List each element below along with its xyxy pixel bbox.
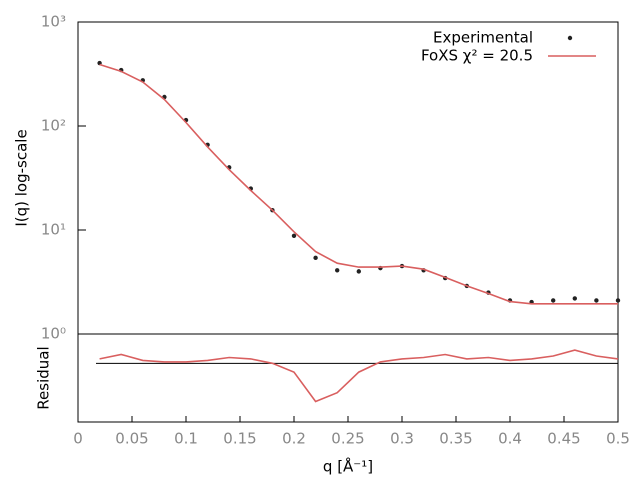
data-point <box>335 268 340 273</box>
x-tick-label: 0 <box>73 430 83 448</box>
data-point <box>615 298 621 303</box>
data-point <box>551 298 556 303</box>
series-line <box>99 349 619 403</box>
y-axis-label: Residual <box>35 346 53 409</box>
x-tick-label: 0.3 <box>390 430 414 448</box>
y-axis-label: I(q) log-scale <box>13 129 31 226</box>
x-tick-label: 0.15 <box>223 430 256 448</box>
y-tick-label: 10² <box>41 117 66 135</box>
x-tick-label: 0.25 <box>331 430 364 448</box>
x-tick-label: 0.2 <box>282 430 306 448</box>
data-point <box>356 269 361 274</box>
legend-label: Experimental <box>433 29 533 47</box>
plot-frame <box>77 333 619 423</box>
y-tick-label: 10⁰ <box>41 325 66 343</box>
data-point <box>572 296 577 301</box>
plot-frame <box>77 21 619 335</box>
y-tick-label: 10¹ <box>41 221 66 239</box>
x-tick-label: 0.35 <box>439 430 472 448</box>
legend-label: FoXS χ² = 20.5 <box>421 47 533 65</box>
data-point <box>313 255 318 261</box>
x-tick-label: 0.5 <box>606 430 630 448</box>
y-tick-label: 10³ <box>41 13 66 31</box>
series-line <box>99 63 618 305</box>
x-tick-label: 0.05 <box>115 430 148 448</box>
x-axis-label: q [Å⁻¹] <box>323 457 373 476</box>
x-tick-label: 0.4 <box>498 430 522 448</box>
legend-marker <box>567 35 573 41</box>
data-point <box>594 298 599 303</box>
x-tick-label: 0.1 <box>174 430 198 448</box>
data-point <box>291 233 297 238</box>
x-tick-label: 0.45 <box>547 430 580 448</box>
